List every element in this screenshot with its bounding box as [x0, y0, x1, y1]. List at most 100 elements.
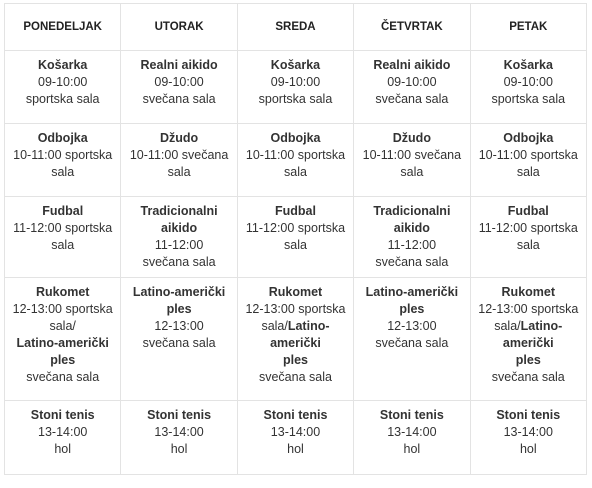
activity-place: sportska sala [258, 92, 333, 106]
activity-name: ples [399, 302, 425, 316]
activity-time: 13-14:00 [38, 425, 88, 439]
activity-place: hol [287, 442, 304, 456]
activity-detail: sala [400, 165, 424, 179]
schedule-cell: Rukomet 12-13:00 sportska sala/ Latino-a… [3, 277, 122, 401]
activity-name: Latino-američki [270, 319, 330, 350]
schedule-cell: Stoni tenis 13-14:00 hol [353, 400, 471, 475]
schedule-cell: Realni aikido 09-10:00 svečana sala [353, 50, 471, 124]
activity-detail: sala/ [49, 319, 76, 333]
schedule-cell: Fudbal 11-12:00 sportska sala [469, 196, 588, 278]
schedule-cell: Džudo 10-11:00 svečana sala [353, 123, 471, 197]
activity-detail: 11-12:00 sportska [245, 221, 346, 235]
activity-detail: 12-13:00 sportska [245, 302, 346, 316]
activity-name: Džudo [392, 131, 431, 145]
activity-name: Rukomet [268, 285, 323, 299]
activity-name: Stoni tenis [147, 408, 212, 422]
schedule-cell: Fudbal 11-12:00 sportska sala [236, 196, 355, 278]
activity-time: 12-13:00 [154, 319, 204, 333]
schedule-cell: Košarka 09-10:00 sportska sala [3, 50, 122, 124]
activity-place: hol [54, 442, 72, 456]
activity-place: hol [519, 442, 537, 456]
activity-name: Stoni tenis [263, 408, 328, 422]
schedule-cell: Odbojka 10-11:00 sportska sala [3, 123, 122, 197]
activity-name: Latino-američki [16, 336, 109, 350]
activity-time: 12-13:00 [387, 319, 437, 333]
day-header: UTORAK [120, 3, 238, 51]
activity-name: ples [50, 353, 76, 367]
activity-place: sportska sala [491, 92, 566, 106]
activity-place: svečana sala [375, 336, 449, 350]
activity-detail-text: sala/ [261, 319, 288, 333]
activity-time: 13-14:00 [387, 425, 437, 439]
schedule-table: PONEDELJAK UTORAK SREDA ČETVRTAK PETAK K… [3, 3, 588, 475]
activity-time: 13-14:00 [154, 425, 204, 439]
activity-name: Realni aikido [373, 58, 451, 72]
schedule-cell: Rukomet 12-13:00 sportska sala/Latino-am… [469, 277, 588, 401]
activity-place: svečana sala [375, 92, 449, 106]
activity-detail: svečana sala [375, 255, 449, 269]
table-row: Košarka 09-10:00 sportska sala Realni ai… [3, 50, 588, 124]
activity-name: Latino-američki [365, 285, 459, 299]
activity-detail: 10-11:00 sportska [478, 148, 578, 162]
activity-place: hol [170, 442, 188, 456]
activity-name: Tradicionalni aikido [373, 204, 451, 235]
activity-detail: sala [516, 238, 540, 252]
activity-name: Džudo [159, 131, 199, 145]
schedule-cell: Džudo 10-11:00 svečana sala [120, 123, 238, 197]
activity-time: 09-10:00 [503, 75, 553, 89]
activity-detail: sala [167, 165, 191, 179]
activity-name: Stoni tenis [379, 408, 444, 422]
activity-detail: 10-11:00 svečana [362, 148, 462, 162]
activity-name: ples [515, 353, 541, 367]
activity-detail-text: sala/ [494, 319, 521, 333]
schedule-cell: Rukomet 12-13:00 sportska sala/Latino-am… [236, 277, 355, 401]
day-header: PONEDELJAK [3, 3, 122, 51]
activity-detail: sala [284, 165, 307, 179]
activity-name: Košarka [270, 58, 321, 72]
activity-place: hol [403, 442, 421, 456]
activity-time: 09-10:00 [270, 75, 321, 89]
activity-detail: sala/Latino-američki [240, 318, 351, 352]
schedule-cell: Odbojka 10-11:00 sportska sala [469, 123, 588, 197]
schedule-cell: Realni aikido 09-10:00 svečana sala [120, 50, 238, 124]
activity-time: 09-10:00 [38, 75, 88, 89]
activity-detail: 11-12:00 [387, 238, 437, 252]
schedule-cell: Stoni tenis 13-14:00 hol [236, 400, 355, 475]
activity-time: 09-10:00 [387, 75, 437, 89]
table-row: Stoni tenis 13-14:00 hol Stoni tenis 13-… [3, 400, 588, 475]
activity-name: Rukomet [35, 285, 90, 299]
schedule-cell: Latino-američki ples 12-13:00 svečana sa… [120, 277, 238, 401]
activity-detail: 10-11:00 sportska [13, 148, 113, 162]
schedule-cell: Stoni tenis 13-14:00 hol [3, 400, 122, 475]
activity-detail: svečana sala [142, 255, 216, 269]
activity-time: 09-10:00 [154, 75, 204, 89]
schedule-cell: Odbojka 10-11:00 sportska sala [236, 123, 355, 197]
day-header: ČETVRTAK [353, 3, 471, 51]
table-row: Fudbal 11-12:00 sportska sala Tradiciona… [3, 196, 588, 278]
header-row: PONEDELJAK UTORAK SREDA ČETVRTAK PETAK [3, 3, 588, 51]
schedule-cell: Latino-američki ples 12-13:00 svečana sa… [353, 277, 471, 401]
activity-detail: 10-11:00 sportska [245, 148, 346, 162]
schedule-cell: Fudbal 11-12:00 sportska sala [3, 196, 122, 278]
schedule-cell: Tradicionalni aikido 11-12:00 svečana sa… [353, 196, 471, 278]
activity-detail: 11-12:00 [154, 238, 204, 252]
activity-name: ples [282, 353, 308, 367]
activity-name: ples [166, 302, 192, 316]
activity-name: Fudbal [42, 204, 84, 218]
activity-detail: sala/Latino-američki [473, 318, 584, 352]
schedule-container: PONEDELJAK UTORAK SREDA ČETVRTAK PETAK K… [3, 3, 592, 475]
activity-name: Fudbal [274, 204, 316, 218]
activity-detail: sala [516, 165, 540, 179]
table-row: Rukomet 12-13:00 sportska sala/ Latino-a… [3, 277, 588, 401]
schedule-cell: Stoni tenis 13-14:00 hol [120, 400, 238, 475]
day-header: SREDA [236, 3, 355, 51]
activity-name: Odbojka [503, 131, 554, 145]
activity-name: Tradicionalni aikido [140, 204, 218, 235]
activity-time: 13-14:00 [503, 425, 553, 439]
activity-place: svečana sala [142, 92, 216, 106]
schedule-cell: Košarka 09-10:00 sportska sala [469, 50, 588, 124]
activity-name: Odbojka [270, 131, 321, 145]
activity-place: svečana sala [142, 336, 216, 350]
activity-place: svečana sala [258, 370, 332, 384]
activity-name: Stoni tenis [30, 408, 95, 422]
